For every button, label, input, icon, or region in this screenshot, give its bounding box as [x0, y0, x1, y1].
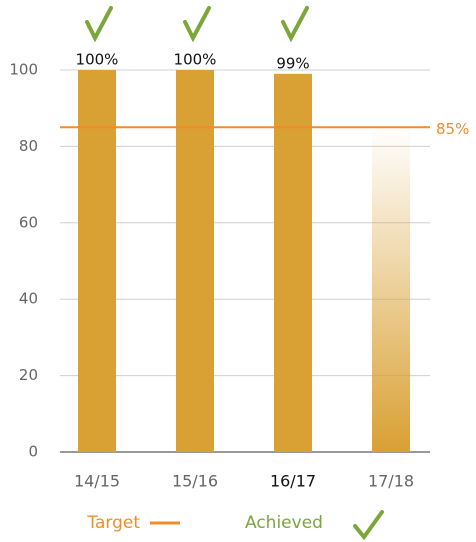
bar: [176, 70, 214, 452]
y-tick-label: 40: [19, 290, 38, 308]
x-tick-label: 16/17: [270, 472, 316, 491]
y-tick-label: 20: [19, 366, 38, 384]
value-label: 99%: [276, 54, 309, 72]
target-label: 85%: [436, 120, 469, 138]
legend-check: [353, 510, 384, 541]
x-tick-label: 15/16: [172, 472, 218, 491]
achieved-check: [85, 6, 113, 43]
bar: [274, 73, 312, 452]
legend-achieved: Achieved: [245, 513, 323, 533]
x-tick-label: 14/15: [74, 472, 120, 491]
bar: [372, 127, 410, 453]
legend-target: Target: [86, 513, 140, 533]
value-label: 100%: [174, 51, 217, 69]
y-tick-label: 60: [19, 213, 38, 231]
x-tick-label: 17/18: [368, 472, 414, 491]
value-label: 100%: [76, 51, 119, 69]
achieved-check: [281, 6, 309, 43]
y-tick-label: 100: [9, 61, 38, 79]
bar: [78, 70, 116, 452]
y-tick-label: 80: [19, 137, 38, 155]
achieved-check: [183, 6, 211, 43]
y-tick-label: 0: [28, 443, 38, 461]
